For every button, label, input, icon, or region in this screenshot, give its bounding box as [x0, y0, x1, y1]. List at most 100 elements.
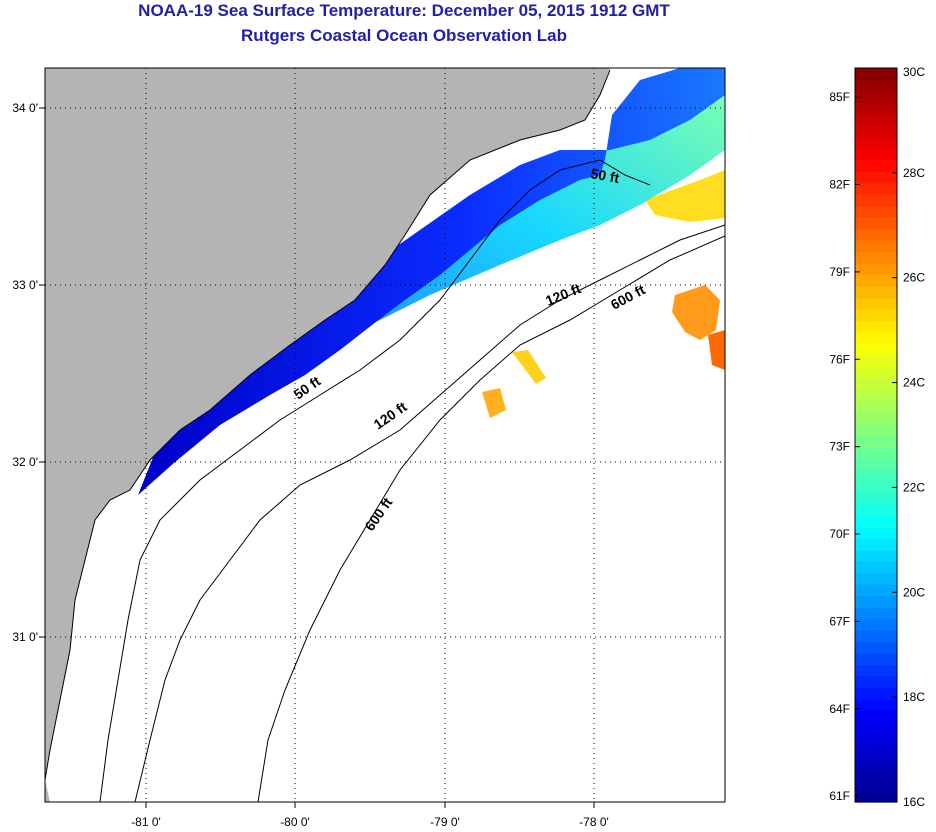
colorbar-band [855, 285, 897, 298]
land-mass [45, 68, 610, 780]
colorbar-band [855, 744, 897, 757]
colorbar-band [855, 652, 897, 665]
contour-120ft [134, 224, 725, 802]
lon-tick-label: -80 0' [280, 815, 310, 829]
colorbar-band [855, 664, 897, 677]
sst-warm-patch [645, 170, 725, 222]
colorbar-band [855, 240, 897, 253]
colorbar-band [855, 561, 897, 574]
map-frame [44, 67, 726, 803]
colorbar-band [855, 549, 897, 562]
colorbar-band [855, 262, 897, 276]
map-plot-area [45, 68, 725, 802]
colorbar-band [855, 756, 897, 769]
colorbar-band [855, 572, 897, 585]
colorbar-fahrenheit-label: 73F [829, 440, 850, 454]
colorbar-band [855, 136, 897, 149]
lon-tick-label: -78 0' [579, 815, 609, 829]
colorbar-band [855, 721, 897, 734]
colorbar-fahrenheit-label: 76F [829, 352, 850, 366]
coastline [45, 69, 611, 781]
colorbar-band [855, 492, 897, 505]
colorbar-band [855, 435, 897, 448]
colorbar-band [855, 159, 897, 172]
colorbar-band [855, 607, 897, 620]
colorbar-band [855, 366, 897, 379]
colorbar-band [855, 377, 897, 390]
colorbar-celsius-label: 22C [903, 480, 925, 494]
map-title: NOAA-19 Sea Surface Temperature: Decembe… [138, 1, 670, 20]
colorbar-celsius-label: 16C [903, 795, 925, 809]
colorbar-band [855, 629, 897, 643]
lat-tick-label: 32 0' [12, 455, 38, 469]
colorbar-celsius-label: 26C [903, 271, 925, 285]
colorbar-bands [855, 68, 897, 803]
colorbar-band [855, 790, 897, 803]
colorbar-band [855, 308, 897, 321]
lat-tick-label: 33 0' [12, 278, 38, 292]
map-subtitle: Rutgers Coastal Ocean Observation Lab [241, 26, 567, 45]
colorbar-celsius-label: 24C [903, 376, 925, 390]
colorbar-band [855, 113, 897, 126]
colorbar-band [855, 515, 897, 528]
lat-tick-label: 31 0' [12, 630, 38, 644]
colorbar-band [855, 68, 897, 81]
contour-600ft [257, 235, 725, 802]
colorbar-band [855, 733, 897, 746]
colorbar-band [855, 331, 897, 344]
colorbar-celsius-label: 20C [903, 585, 925, 599]
sst-warm-patch [672, 285, 720, 340]
colorbar-band [855, 389, 897, 402]
colorbar-band [855, 503, 897, 516]
colorbar-fahrenheit-label: 85F [829, 90, 850, 104]
colorbar-band [855, 90, 897, 104]
colorbar-band [855, 698, 897, 711]
colorbar-fahrenheit-label: 64F [829, 702, 850, 716]
contour-50ft [99, 159, 651, 802]
colorbar-band [855, 423, 897, 436]
colorbar-celsius-label: 28C [903, 166, 925, 180]
colorbar-band [855, 354, 897, 367]
land-mass [45, 780, 50, 802]
graticule [45, 68, 725, 802]
colorbar-band [855, 102, 897, 115]
colorbar-band [855, 400, 897, 413]
sst-warm-patch [512, 350, 546, 384]
colorbar-band [855, 297, 897, 310]
contour-label: 50 ft [589, 165, 620, 186]
lon-tick-label: -79 0' [430, 815, 460, 829]
colorbar-band [855, 274, 897, 287]
colorbar-band [855, 205, 897, 218]
lat-tick-label: 34 0' [12, 101, 38, 115]
colorbar-band [855, 194, 897, 207]
colorbar-fahrenheit-label: 67F [829, 614, 850, 628]
colorbar-celsius-label: 18C [903, 690, 925, 704]
colorbar-band [855, 641, 897, 654]
colorbar-band [855, 710, 897, 723]
colorbar-band [855, 171, 897, 184]
sst-coastal-cold [138, 68, 725, 495]
colorbar-band [855, 412, 897, 425]
colorbar-band [855, 182, 897, 195]
colorbar-band [855, 767, 897, 780]
colorbar-fahrenheit-label: 61F [829, 789, 850, 803]
colorbar-band [855, 675, 897, 688]
colorbar-band [855, 480, 897, 493]
colorbar-band [855, 125, 897, 138]
colorbar-band [855, 526, 897, 539]
colorbar-fahrenheit-label: 82F [829, 178, 850, 192]
colorbar-band [855, 538, 897, 551]
lon-tick-label: -81 0' [131, 815, 161, 829]
colorbar-celsius-label: 30C [903, 65, 925, 79]
colorbar-band [855, 79, 897, 92]
colorbar-frame [854, 67, 898, 803]
sst-warm-patch [708, 330, 725, 370]
colorbar-band [855, 343, 897, 356]
colorbar-fahrenheit-label: 79F [829, 265, 850, 279]
colorbar-band [855, 446, 897, 459]
colorbar-band [855, 687, 897, 700]
colorbar-band [855, 595, 897, 608]
colorbar-band [855, 251, 897, 264]
